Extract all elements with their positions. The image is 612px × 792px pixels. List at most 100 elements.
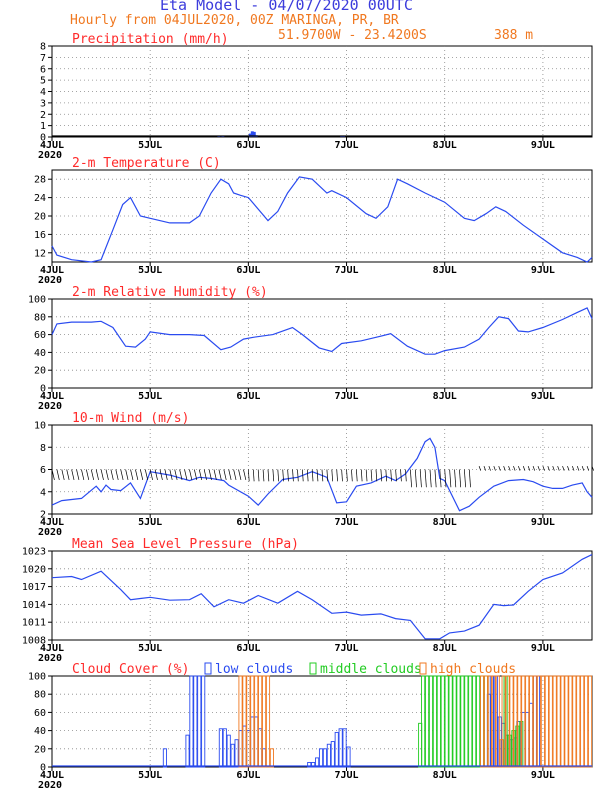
panel-frame: [51, 298, 593, 389]
panel-frame: [51, 550, 593, 641]
high-cloud-bar: [521, 675, 526, 768]
x-tick-label: 4JUL: [40, 643, 64, 654]
high-cloud-bar: [495, 675, 500, 768]
wind-barb: [233, 469, 237, 480]
wind-barb: [522, 466, 526, 471]
x-tick-label: 7JUL: [334, 391, 358, 402]
high-cloud-bar: [533, 675, 538, 768]
x-tick-label: 8JUL: [433, 643, 457, 654]
wind-barb: [238, 469, 242, 480]
low-cloud-bar: [254, 716, 259, 768]
low-cloud-bar: [338, 728, 343, 768]
wind-barb: [542, 466, 545, 471]
wind-barb: [302, 469, 304, 482]
wind-barb: [326, 469, 329, 482]
middle-cloud-bar: [460, 675, 465, 768]
high-cloud-bar: [501, 675, 506, 768]
wind-barb: [56, 469, 60, 480]
x-year-label: 2020: [38, 275, 62, 286]
high-cloud-bar: [587, 675, 593, 768]
wind-barb: [66, 469, 70, 480]
wind-barb: [380, 469, 383, 482]
wind-barb: [444, 469, 447, 488]
wind-barb: [331, 469, 334, 482]
low-cloud-bar: [311, 762, 316, 768]
low-cloud-bar: [193, 675, 198, 768]
low-cloud-bar: [189, 675, 194, 768]
x-tick-label: 9JUL: [531, 517, 555, 528]
wind-barb: [385, 469, 388, 482]
high-cloud-bar: [505, 675, 510, 768]
wind-barb: [76, 469, 80, 480]
y-tick-label: 0: [40, 384, 46, 395]
wind-barb: [464, 469, 466, 488]
wind-barb: [248, 469, 250, 482]
low-cloud-bar: [307, 762, 312, 768]
high-cloud-bar: [265, 675, 271, 768]
wind-barb: [591, 466, 594, 471]
low-cloud-bar: [318, 748, 324, 768]
middle-cloud-bar: [440, 675, 445, 768]
x-tick-label: 5JUL: [138, 770, 162, 781]
y-tick-label: 4: [40, 487, 46, 498]
x-tick-label: 6JUL: [236, 517, 260, 528]
legend-high-clouds: high clouds: [430, 662, 516, 677]
wind-barb: [370, 469, 373, 482]
low-cloud-bar: [242, 725, 247, 768]
wind-barb: [498, 466, 501, 471]
wind-barb: [105, 469, 109, 480]
wind-barb: [306, 469, 309, 482]
x-tick-label: 9JUL: [531, 770, 555, 781]
y-tick-label: 80: [34, 690, 46, 701]
wind-barb: [390, 469, 392, 482]
series-line: [51, 554, 593, 640]
high-cloud-bar: [584, 675, 589, 768]
x-tick-label: 6JUL: [236, 770, 260, 781]
wind-barb: [493, 466, 496, 471]
high-cloud-bar: [580, 675, 585, 768]
high-cloud-bar: [560, 675, 565, 768]
x-tick-label: 6JUL: [236, 391, 260, 402]
low-cloud-bar: [218, 728, 223, 768]
x-tick-label: 4JUL: [40, 770, 64, 781]
wind-barb: [277, 469, 280, 482]
series-line: [51, 307, 593, 355]
wind-barb: [81, 469, 85, 480]
low-cloud-bar: [226, 734, 231, 768]
middle-cloud-bar: [456, 675, 461, 768]
x-tick-label: 7JUL: [334, 643, 358, 654]
panel-title: 10-m Wind (m/s): [72, 411, 189, 426]
high-cloud-bar: [509, 675, 514, 768]
x-tick-label: 7JUL: [334, 265, 358, 276]
precip-bar: [250, 131, 254, 137]
high-cloud-bar: [250, 675, 255, 768]
wind-barb: [130, 469, 134, 480]
wind-barb: [316, 469, 319, 482]
wind-barb: [95, 469, 99, 480]
x-tick-label: 7JUL: [334, 770, 358, 781]
y-tick-label: 20: [34, 212, 46, 223]
precip-bar: [217, 136, 221, 137]
middle-cloud-bar: [464, 675, 469, 768]
y-tick-label: 1017: [22, 582, 46, 593]
wind-barb: [135, 469, 139, 480]
y-tick-label: 60: [34, 708, 46, 719]
x-tick-label: 5JUL: [138, 265, 162, 276]
wind-barb: [223, 469, 227, 480]
middle-cloud-bar: [476, 675, 481, 768]
wind-barb: [414, 469, 417, 488]
x-year-label: 2020: [38, 527, 62, 538]
y-tick-label: 1023: [22, 547, 46, 558]
y-tick-label: 60: [34, 330, 46, 341]
wind-barb: [262, 469, 265, 482]
wind-barb: [110, 469, 114, 480]
wind-barb: [537, 466, 540, 471]
x-tick-label: 8JUL: [433, 391, 457, 402]
x-tick-label: 9JUL: [531, 391, 555, 402]
high-cloud-bar: [544, 675, 549, 768]
high-cloud-bar: [479, 675, 485, 768]
legend-middle-clouds-swatch: [309, 662, 317, 675]
middle-cloud-bar: [448, 675, 453, 768]
middle-cloud-bar: [425, 675, 430, 768]
legend-middle-clouds: middle clouds: [320, 662, 422, 677]
